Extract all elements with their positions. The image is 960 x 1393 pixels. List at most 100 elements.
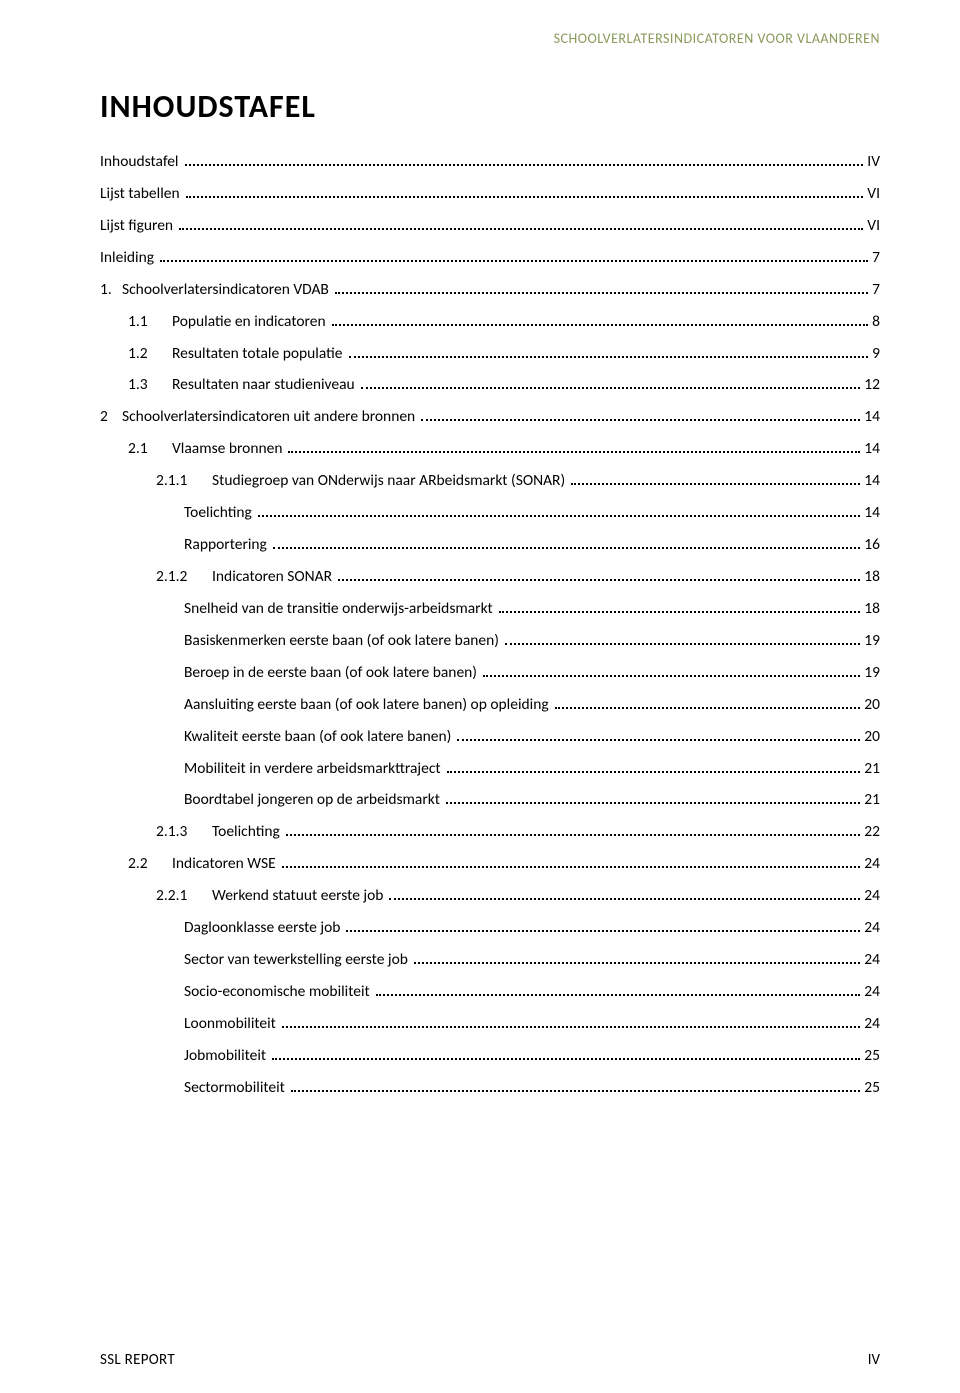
toc-entry-page: 22 [864,822,880,843]
toc-row: 2.1.3Toelichting 22 [100,822,880,843]
toc-entry-number: 1.3 [128,375,172,396]
toc-leader-dots [185,157,864,166]
toc-row: InhoudstafelIV [100,152,880,173]
toc-leader-dots [446,795,860,804]
toc-entry-label: Indicatoren SONAR [212,567,332,588]
toc-leader-dots [282,859,861,868]
toc-entry-page: 25 [864,1078,880,1099]
toc-entry-page: 24 [864,854,880,875]
toc-entry-label: Werkend statuut eerste job [212,886,383,907]
toc-row: Loonmobiliteit 24 [100,1014,880,1035]
toc-entry-number: 2.1.3 [156,822,212,843]
toc-entry-page: 18 [864,567,880,588]
toc-row: Basiskenmerken eerste baan (of ook later… [100,631,880,652]
toc-leader-dots [571,476,860,485]
toc-entry-page: VI [867,184,880,205]
toc-row: Mobiliteit in verdere arbeidsmarkttrajec… [100,759,880,780]
toc-entry-label: Jobmobiliteit [184,1046,266,1067]
toc-leader-dots [160,252,868,261]
toc-entry-number: 1.1 [128,312,172,333]
toc-leader-dots [335,284,868,293]
toc-entry-label: Loonmobiliteit [184,1014,276,1035]
toc-leader-dots [179,221,863,230]
toc-entry-label: Kwaliteit eerste baan (of ook latere ban… [184,727,451,748]
toc-entry-page: 14 [864,439,880,460]
toc-entry-page: 21 [864,790,880,811]
toc-entry-page: 8 [872,312,880,333]
toc-entry-label: Indicatoren WSE [172,854,276,875]
toc-row: Lijst tabellenVI [100,184,880,205]
toc-entry-page: 20 [864,727,880,748]
toc-row: Toelichting14 [100,503,880,524]
toc-leader-dots [555,699,861,708]
toc-entry-label: Vlaamse bronnen [172,439,282,460]
toc-leader-dots [457,731,860,740]
toc-row: Aansluiting eerste baan (of ook latere b… [100,695,880,716]
toc-entry-number: 2.2 [128,854,172,875]
toc-entry-label: Resultaten naar studieniveau [172,375,355,396]
toc-leader-dots [332,316,869,325]
table-of-contents: InhoudstafelIV Lijst tabellenVI Lijst figu… [100,152,880,1099]
toc-entry-label: Resultaten totale populatie [172,344,343,365]
toc-entry-number: 2.1.1 [156,471,212,492]
toc-entry-page: 24 [864,1014,880,1035]
toc-leader-dots [361,380,861,389]
toc-entry-label: Basiskenmerken eerste baan (of ook later… [184,631,499,652]
toc-row: 2.1.2Indicatoren SONAR 18 [100,567,880,588]
toc-leader-dots [346,923,860,932]
toc-leader-dots [282,1019,860,1028]
toc-leader-dots [288,444,860,453]
toc-entry-page: 14 [864,471,880,492]
toc-row: Inleiding 7 [100,248,880,269]
running-header: SCHOOLVERLATERSINDICATOREN VOOR VLAANDER… [100,30,880,47]
toc-entry-page: 20 [864,695,880,716]
toc-entry-label: Studiegroep van ONderwijs naar ARbeidsma… [212,471,565,492]
toc-entry-label: Inhoudstafel [100,152,179,173]
toc-leader-dots [338,572,860,581]
toc-entry-label: Rapportering [184,535,267,556]
toc-row: Sectormobiliteit25 [100,1078,880,1099]
toc-leader-dots [273,540,860,549]
toc-entry-label: Boordtabel jongeren op de arbeidsmarkt [184,790,440,811]
toc-entry-label: Toelichting [212,822,280,843]
toc-row: Sector van tewerkstelling eerste job24 [100,950,880,971]
toc-entry-label: Mobiliteit in verdere arbeidsmarkttrajec… [184,759,441,780]
toc-entry-number: 2.1.2 [156,567,212,588]
footer-right: IV [868,1351,880,1369]
toc-row: 1.1Populatie en indicatoren 8 [100,312,880,333]
toc-entry-label: Populatie en indicatoren [172,312,326,333]
toc-row: Dagloonklasse eerste job24 [100,918,880,939]
toc-leader-dots [349,348,869,357]
toc-entry-label: Socio-economische mobiliteit [184,982,370,1003]
toc-row: 2Schoolverlatersindicatoren uit andere b… [100,407,880,428]
toc-entry-page: 12 [864,375,880,396]
footer-left: SSL REPORT [100,1351,175,1369]
toc-entry-page: 9 [872,344,880,365]
toc-row: Socio-economische mobiliteit 24 [100,982,880,1003]
toc-entry-page: 24 [864,886,880,907]
toc-entry-page: 18 [864,599,880,620]
toc-row: Boordtabel jongeren op de arbeidsmarkt 21 [100,790,880,811]
toc-entry-label: Schoolverlatersindicatoren uit andere br… [122,407,415,428]
toc-entry-page: 24 [864,918,880,939]
toc-entry-page: 19 [864,631,880,652]
toc-entry-page: 24 [864,982,880,1003]
toc-row: Rapportering 16 [100,535,880,556]
toc-entry-label: Beroep in de eerste baan (of ook latere … [184,663,477,684]
toc-entry-number: 2.1 [128,439,172,460]
toc-leader-dots [186,189,864,198]
toc-entry-page: 14 [864,503,880,524]
toc-entry-page: 7 [872,280,880,301]
toc-entry-label: Inleiding [100,248,154,269]
toc-entry-page: 7 [872,248,880,269]
toc-row: Kwaliteit eerste baan (of ook latere ban… [100,727,880,748]
toc-entry-page: 16 [864,535,880,556]
toc-row: Lijst figurenVI [100,216,880,237]
toc-leader-dots [421,412,860,421]
toc-row: 1.Schoolverlatersindicatoren VDAB7 [100,280,880,301]
toc-entry-page: 14 [864,407,880,428]
page-title: INHOUDSTAFEL [100,87,880,126]
toc-row: Jobmobiliteit25 [100,1046,880,1067]
toc-entry-number: 1.2 [128,344,172,365]
toc-leader-dots [483,667,860,676]
